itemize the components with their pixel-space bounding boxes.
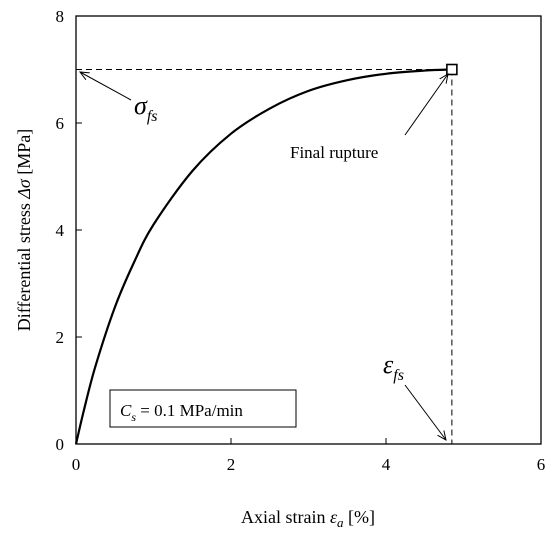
- stress-strain-curve: [74, 68, 452, 445]
- x-tick-label: 4: [382, 455, 391, 474]
- sigma-fs-label: σfs: [134, 91, 158, 125]
- sigma-fs-arrow: [80, 72, 132, 101]
- y-tick-label: 0: [56, 435, 65, 454]
- cs-box: [109, 389, 297, 428]
- final-rupture-arrow: [404, 74, 448, 136]
- reference-lines: [76, 69, 453, 444]
- x-tick-label: 2: [227, 455, 236, 474]
- epsilon-fs-arrow: [404, 384, 446, 440]
- y-tick-label: 8: [56, 7, 65, 26]
- x-tick-label: 6: [537, 455, 546, 474]
- y-axis-label: Differential stress Δσ [MPa]: [14, 129, 34, 332]
- final-rupture-label: Final rupture: [290, 143, 378, 162]
- x-tick-label: 0: [72, 455, 81, 474]
- x-axis-ticks: 0 2 4 6: [72, 438, 546, 474]
- plot-frame: [75, 15, 542, 445]
- y-tick-label: 6: [56, 114, 65, 133]
- final-rupture-marker: [446, 63, 458, 76]
- epsilon-fs-label: εfs: [383, 350, 404, 384]
- x-axis-label: Axial strain εa [%]: [241, 507, 375, 530]
- cs-label: Cs = 0.1 MPa/min: [120, 401, 243, 424]
- y-axis-ticks: 0 2 4 6 8: [56, 7, 82, 454]
- y-tick-label: 4: [56, 221, 65, 240]
- y-tick-label: 2: [56, 328, 65, 347]
